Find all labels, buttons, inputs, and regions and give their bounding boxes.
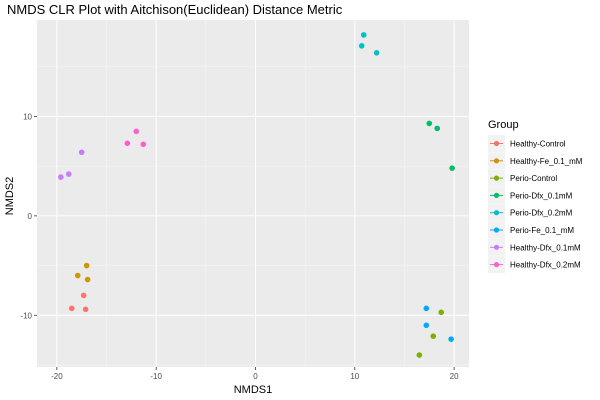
data-point	[416, 352, 423, 358]
legend-label: Perio-Control	[510, 174, 557, 183]
x-tick-label: 0	[253, 372, 258, 381]
legend-label: Healthy-Dfx_0.2mM	[510, 261, 581, 270]
data-points	[58, 32, 455, 358]
chart-title: NMDS CLR Plot with Aitchison(Euclidean) …	[7, 2, 343, 17]
data-point	[426, 120, 433, 127]
legend-label: Perio-Dfx_0.2mM	[510, 209, 573, 218]
legend-key-point	[493, 262, 500, 268]
y-axis-title: NMDS2	[4, 177, 16, 216]
data-point	[423, 305, 430, 312]
plot-panel	[37, 20, 469, 367]
data-point	[133, 128, 140, 135]
data-point	[373, 50, 380, 56]
data-point	[449, 165, 455, 171]
data-point	[430, 333, 437, 339]
legend-key-point	[493, 227, 500, 233]
x-axis-ticks: -20 -10 0 10 20	[51, 367, 459, 381]
data-point	[78, 149, 85, 156]
legend-key-point	[493, 140, 500, 147]
legend-key-point	[493, 175, 500, 181]
legend: Group Healthy-Control Healthy-Fe_0.1_mM Pe…	[488, 119, 583, 274]
data-point	[65, 171, 72, 177]
legend-label: Perio-Dfx_0.1mM	[510, 191, 573, 200]
legend-key-point	[493, 210, 500, 216]
y-tick-label: -10	[20, 311, 32, 320]
y-axis-ticks: -10 0 10	[20, 112, 37, 320]
data-point	[434, 125, 441, 132]
data-point	[80, 292, 87, 299]
x-tick-label: 10	[350, 372, 359, 381]
legend-title: Group	[488, 119, 519, 131]
y-tick-label: 10	[23, 112, 32, 121]
legend-key-point	[493, 158, 500, 164]
legend-label: Healthy-Control	[510, 140, 566, 149]
y-tick-label: 0	[28, 212, 33, 221]
x-tick-label: -20	[51, 372, 63, 381]
data-point	[124, 140, 131, 147]
legend-key-point	[493, 192, 500, 198]
data-point	[423, 322, 430, 329]
grid-major	[37, 20, 469, 367]
data-point	[84, 276, 91, 283]
data-point	[358, 43, 365, 49]
x-axis-title: NMDS1	[234, 384, 273, 396]
legend-label: Perio-Fe_0.1_mM	[510, 226, 574, 235]
legend-key-point	[493, 244, 500, 250]
data-point	[68, 305, 75, 312]
data-point	[438, 309, 444, 316]
x-tick-label: 20	[450, 372, 459, 381]
data-point	[83, 262, 90, 269]
x-tick-label: -10	[150, 372, 162, 381]
data-point	[448, 336, 454, 342]
data-point	[82, 306, 89, 313]
data-point	[58, 174, 64, 180]
data-point	[140, 141, 147, 148]
data-point	[74, 272, 81, 279]
legend-label: Healthy-Fe_0.1_mM	[510, 157, 583, 166]
legend-label: Healthy-Dfx_0.1mM	[510, 243, 581, 252]
grid-minor	[37, 20, 469, 367]
data-point	[360, 32, 367, 38]
